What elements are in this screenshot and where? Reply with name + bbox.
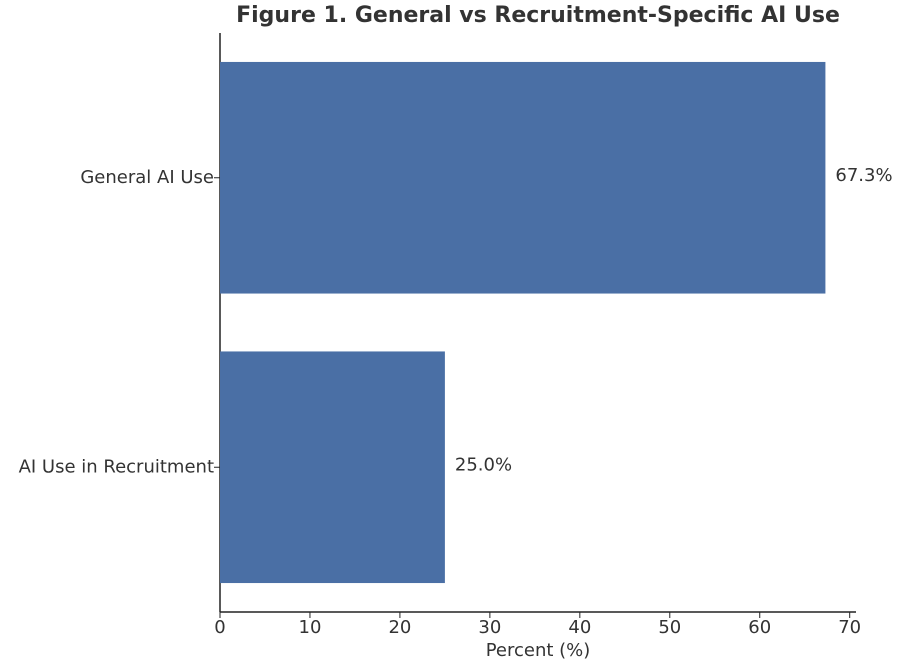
y-tick-label: AI Use in Recruitment bbox=[19, 456, 214, 477]
x-tick-label: 60 bbox=[748, 617, 771, 638]
x-tick-label: 10 bbox=[299, 617, 322, 638]
x-tick-label: 70 bbox=[838, 617, 861, 638]
x-tick-label: 20 bbox=[388, 617, 411, 638]
x-tick-label: 0 bbox=[214, 617, 225, 638]
value-label: 67.3% bbox=[835, 165, 892, 186]
x-tick-label: 30 bbox=[478, 617, 501, 638]
value-label: 25.0% bbox=[455, 454, 512, 475]
chart-title: Figure 1. General vs Recruitment-Specifi… bbox=[236, 3, 840, 28]
x-tick-label: 40 bbox=[568, 617, 591, 638]
y-tick-label: General AI Use bbox=[80, 167, 214, 188]
bar bbox=[220, 351, 445, 584]
x-axis-label: Percent (%) bbox=[486, 640, 591, 661]
x-tick-label: 50 bbox=[658, 617, 681, 638]
bar bbox=[220, 61, 826, 294]
